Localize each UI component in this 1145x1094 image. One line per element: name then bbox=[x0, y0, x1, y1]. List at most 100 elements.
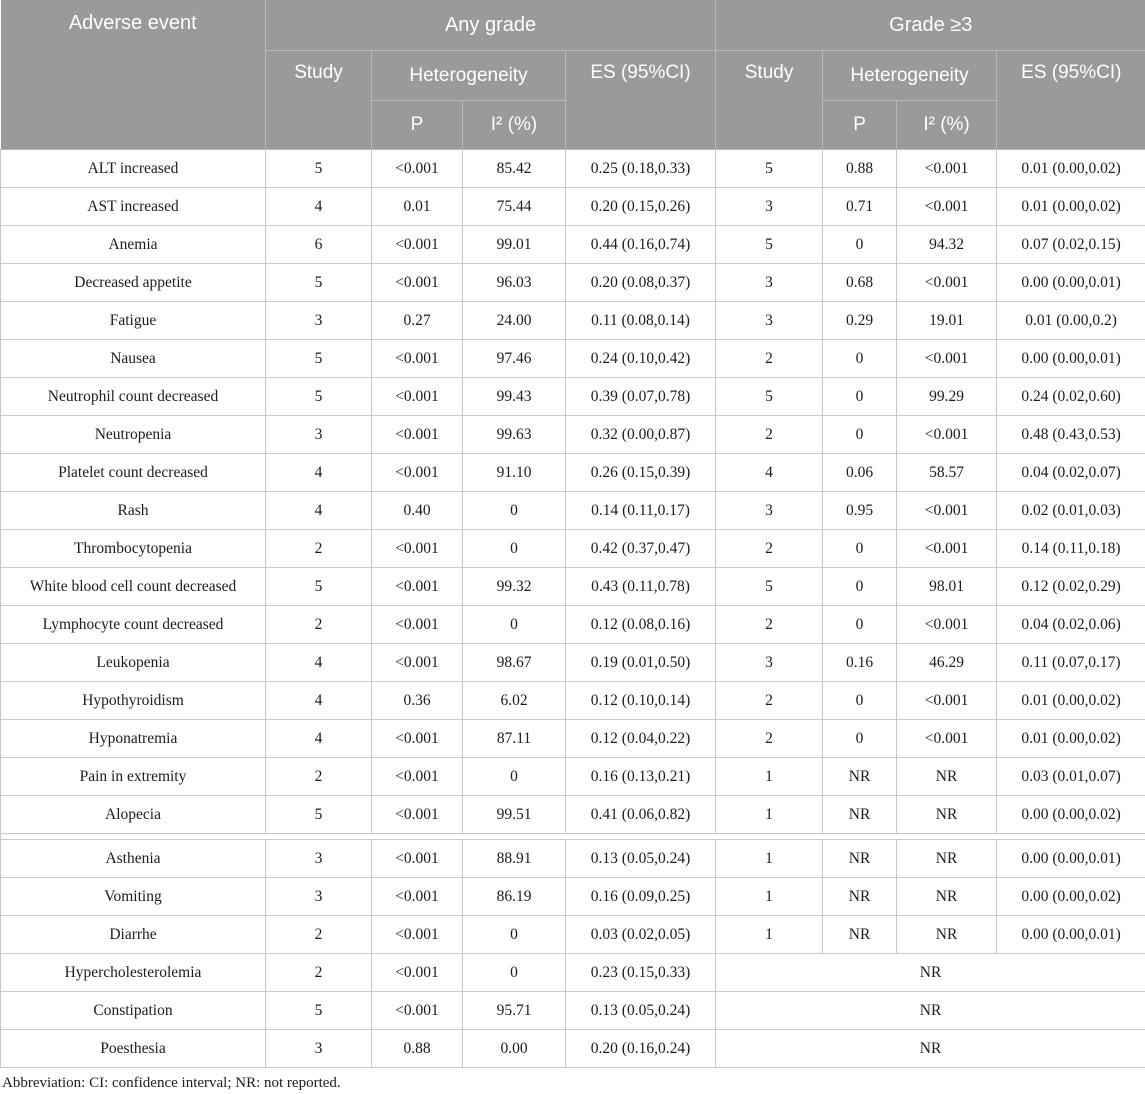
any-p-cell: <0.001 bbox=[372, 378, 463, 416]
any-study-cell: 3 bbox=[266, 302, 372, 340]
adverse-event-cell: Platelet count decreased bbox=[1, 454, 266, 492]
g3-study-cell: 2 bbox=[716, 340, 823, 378]
any-i2-cell: 75.44 bbox=[463, 188, 566, 226]
g3-p-cell: 0 bbox=[823, 568, 897, 606]
any-es-cell: 0.20 (0.15,0.26) bbox=[566, 188, 716, 226]
g3-p-cell: NR bbox=[823, 916, 897, 954]
g3-p-cell: NR bbox=[823, 878, 897, 916]
any-study-cell: 4 bbox=[266, 454, 372, 492]
any-i2-cell: 99.32 bbox=[463, 568, 566, 606]
g3-es-cell: 0.02 (0.01,0.03) bbox=[997, 492, 1145, 530]
any-i2-cell: 99.63 bbox=[463, 416, 566, 454]
adverse-event-cell: Hyponatremia bbox=[1, 720, 266, 758]
g3-nr-merged-cell: NR bbox=[716, 954, 1145, 992]
g3-es-cell: 0.00 (0.00,0.01) bbox=[997, 916, 1145, 954]
g3-i2-cell: 99.29 bbox=[897, 378, 997, 416]
g3-es-cell: 0.00 (0.00,0.02) bbox=[997, 796, 1145, 834]
any-study-cell: 3 bbox=[266, 840, 372, 878]
any-i2-cell: 6.02 bbox=[463, 682, 566, 720]
g3-es-cell: 0.00 (0.00,0.02) bbox=[997, 878, 1145, 916]
any-es-cell: 0.41 (0.06,0.82) bbox=[566, 796, 716, 834]
any-i2-cell: 0 bbox=[463, 606, 566, 644]
g3-es-cell: 0.01 (0.00,0.02) bbox=[997, 682, 1145, 720]
any-study-cell: 5 bbox=[266, 264, 372, 302]
adverse-event-cell: Thrombocytopenia bbox=[1, 530, 266, 568]
any-p-cell: 0.40 bbox=[372, 492, 463, 530]
any-i2-cell: 99.01 bbox=[463, 226, 566, 264]
g3-es-cell: 0.01 (0.00,0.02) bbox=[997, 188, 1145, 226]
adverse-event-cell: Pain in extremity bbox=[1, 758, 266, 796]
g3-p-cell: 0.06 bbox=[823, 454, 897, 492]
column-header-any-p: P bbox=[372, 101, 463, 150]
adverse-events-table: Adverse event Any grade Grade ≥3 Study H… bbox=[0, 0, 1145, 1068]
g3-es-cell: 0.01 (0.00,0.02) bbox=[997, 150, 1145, 188]
g3-study-cell: 5 bbox=[716, 378, 823, 416]
adverse-event-cell: Nausea bbox=[1, 340, 266, 378]
g3-es-cell: 0.04 (0.02,0.06) bbox=[997, 606, 1145, 644]
any-es-cell: 0.16 (0.09,0.25) bbox=[566, 878, 716, 916]
adverse-event-cell: Fatigue bbox=[1, 302, 266, 340]
column-group-any-grade: Any grade bbox=[266, 0, 716, 51]
adverse-event-cell: Vomiting bbox=[1, 878, 266, 916]
g3-study-cell: 2 bbox=[716, 416, 823, 454]
g3-p-cell: 0 bbox=[823, 378, 897, 416]
g3-p-cell: 0 bbox=[823, 720, 897, 758]
any-p-cell: <0.001 bbox=[372, 954, 463, 992]
any-es-cell: 0.03 (0.02,0.05) bbox=[566, 916, 716, 954]
g3-es-cell: 0.04 (0.02,0.07) bbox=[997, 454, 1145, 492]
any-study-cell: 4 bbox=[266, 720, 372, 758]
column-header-any-heterogeneity: Heterogeneity bbox=[372, 51, 566, 101]
g3-p-cell: NR bbox=[823, 758, 897, 796]
g3-i2-cell: 94.32 bbox=[897, 226, 997, 264]
any-study-cell: 5 bbox=[266, 992, 372, 1030]
any-p-cell: 0.36 bbox=[372, 682, 463, 720]
any-study-cell: 2 bbox=[266, 530, 372, 568]
any-es-cell: 0.14 (0.11,0.17) bbox=[566, 492, 716, 530]
g3-es-cell: 0.14 (0.11,0.18) bbox=[997, 530, 1145, 568]
adverse-event-cell: White blood cell count decreased bbox=[1, 568, 266, 606]
column-header-g3-heterogeneity: Heterogeneity bbox=[823, 51, 997, 101]
any-p-cell: 0.27 bbox=[372, 302, 463, 340]
g3-p-cell: NR bbox=[823, 840, 897, 878]
any-p-cell: <0.001 bbox=[372, 568, 463, 606]
adverse-event-cell: Neutropenia bbox=[1, 416, 266, 454]
g3-es-cell: 0.01 (0.00,0.2) bbox=[997, 302, 1145, 340]
g3-i2-cell: NR bbox=[897, 916, 997, 954]
g3-p-cell: 0.68 bbox=[823, 264, 897, 302]
column-header-g3-i2: I² (%) bbox=[897, 101, 997, 150]
any-study-cell: 5 bbox=[266, 568, 372, 606]
column-header-any-study: Study bbox=[266, 51, 372, 150]
any-es-cell: 0.16 (0.13,0.21) bbox=[566, 758, 716, 796]
g3-es-cell: 0.48 (0.43,0.53) bbox=[997, 416, 1145, 454]
g3-p-cell: 0 bbox=[823, 340, 897, 378]
any-p-cell: <0.001 bbox=[372, 150, 463, 188]
any-p-cell: <0.001 bbox=[372, 720, 463, 758]
any-es-cell: 0.13 (0.05,0.24) bbox=[566, 840, 716, 878]
g3-study-cell: 1 bbox=[716, 878, 823, 916]
g3-i2-cell: <0.001 bbox=[897, 416, 997, 454]
any-study-cell: 2 bbox=[266, 916, 372, 954]
any-study-cell: 5 bbox=[266, 340, 372, 378]
column-header-g3-es: ES (95%CI) bbox=[997, 51, 1145, 150]
any-i2-cell: 24.00 bbox=[463, 302, 566, 340]
any-study-cell: 4 bbox=[266, 188, 372, 226]
any-i2-cell: 96.03 bbox=[463, 264, 566, 302]
any-es-cell: 0.12 (0.04,0.22) bbox=[566, 720, 716, 758]
any-study-cell: 4 bbox=[266, 644, 372, 682]
any-p-cell: <0.001 bbox=[372, 878, 463, 916]
g3-p-cell: 0 bbox=[823, 226, 897, 264]
g3-es-cell: 0.12 (0.02,0.29) bbox=[997, 568, 1145, 606]
adverse-event-cell: Anemia bbox=[1, 226, 266, 264]
any-i2-cell: 98.67 bbox=[463, 644, 566, 682]
g3-nr-merged-cell: NR bbox=[716, 992, 1145, 1030]
any-p-cell: 0.01 bbox=[372, 188, 463, 226]
